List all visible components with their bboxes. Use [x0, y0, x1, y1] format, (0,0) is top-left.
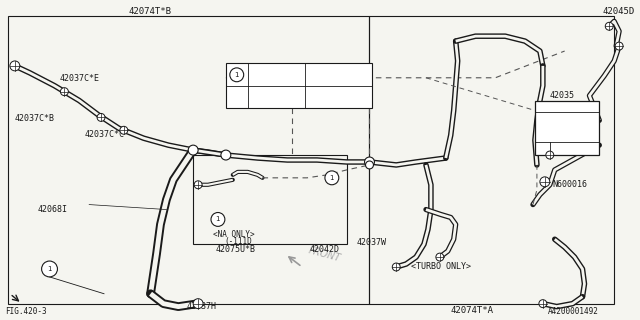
Text: 1: 1: [47, 266, 52, 272]
Text: (-111D: (-111D: [225, 237, 253, 246]
Text: <NA ONLY>: <NA ONLY>: [213, 230, 255, 239]
Circle shape: [615, 42, 623, 50]
Circle shape: [42, 261, 58, 277]
Text: 42035: 42035: [550, 91, 575, 100]
Circle shape: [365, 161, 374, 169]
Text: (-1106): (-1106): [307, 70, 339, 79]
Text: 42037W: 42037W: [356, 238, 387, 247]
Text: <TURBO ONLY>: <TURBO ONLY>: [411, 262, 471, 271]
Text: FIG.420-3: FIG.420-3: [5, 307, 47, 316]
Text: 1: 1: [216, 216, 220, 222]
Circle shape: [188, 145, 198, 155]
Circle shape: [539, 300, 547, 308]
Text: 42075U*B: 42075U*B: [216, 245, 256, 254]
Text: 42037C*E: 42037C*E: [60, 74, 99, 83]
Text: 42045D: 42045D: [602, 7, 634, 16]
Text: 42074T*B: 42074T*B: [129, 7, 172, 16]
Bar: [535, 100, 599, 155]
Text: FRONT: FRONT: [307, 245, 342, 263]
Text: 42068I: 42068I: [38, 205, 68, 214]
Circle shape: [120, 126, 128, 134]
Text: <1106->: <1106->: [307, 93, 339, 102]
Circle shape: [436, 253, 444, 261]
Text: W170069: W170069: [252, 70, 284, 79]
Text: 42042D: 42042D: [310, 245, 340, 254]
Circle shape: [194, 181, 202, 189]
Circle shape: [605, 22, 613, 30]
Circle shape: [325, 171, 339, 185]
Circle shape: [211, 212, 225, 226]
Text: N600016: N600016: [553, 180, 588, 189]
Circle shape: [97, 114, 105, 121]
Text: 0923S*B: 0923S*B: [252, 93, 284, 102]
Circle shape: [60, 88, 68, 96]
Circle shape: [193, 299, 203, 308]
Text: 1: 1: [234, 72, 239, 78]
Circle shape: [221, 150, 231, 160]
Bar: [8, 16, 369, 304]
Circle shape: [10, 61, 20, 71]
Text: 42037H: 42037H: [186, 302, 216, 311]
Circle shape: [230, 68, 244, 82]
Text: 1: 1: [330, 175, 334, 181]
Text: 42037C*B: 42037C*B: [15, 114, 55, 123]
Bar: [226, 63, 372, 108]
Bar: [193, 155, 347, 244]
Circle shape: [365, 157, 374, 167]
Text: A4200001492: A4200001492: [548, 307, 598, 316]
Circle shape: [540, 177, 550, 187]
Text: 42037C*C: 42037C*C: [84, 130, 124, 139]
Bar: [369, 16, 614, 304]
Circle shape: [546, 151, 554, 159]
Text: 42074T*A: 42074T*A: [451, 306, 493, 315]
Circle shape: [392, 263, 400, 271]
